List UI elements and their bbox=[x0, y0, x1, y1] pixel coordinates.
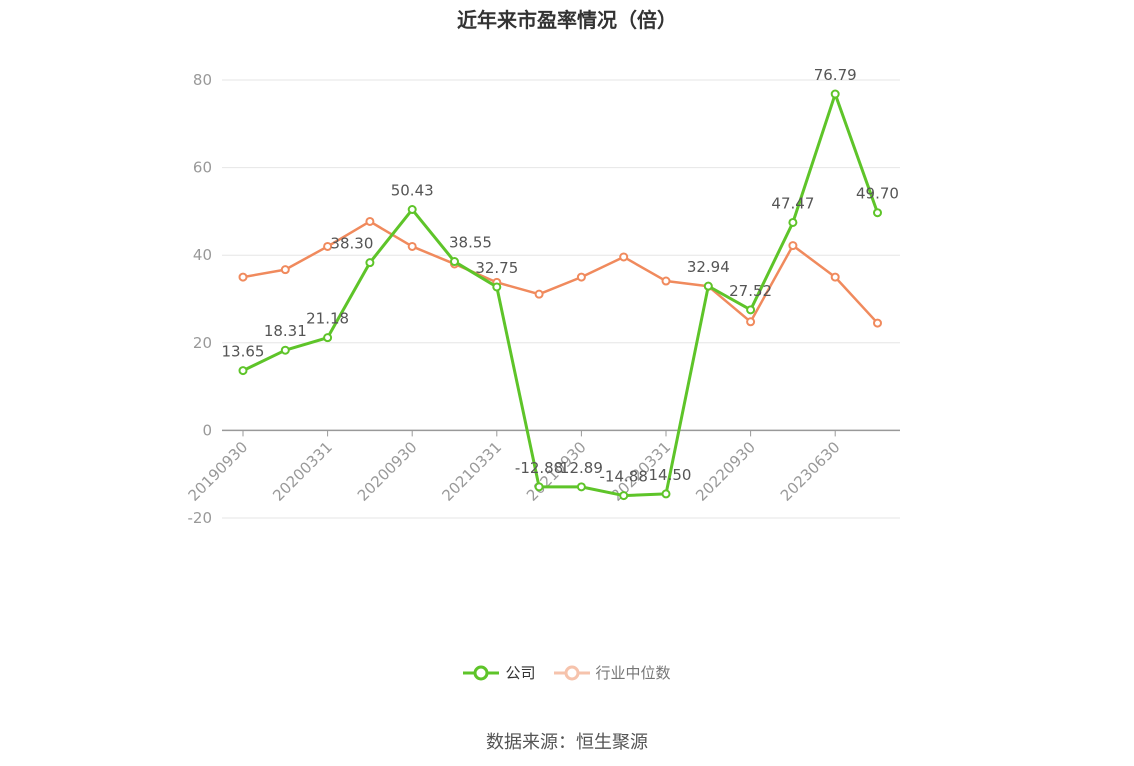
data-label: 14.50 bbox=[649, 466, 692, 484]
y-tick-label: 80 bbox=[193, 71, 212, 89]
data-point-company bbox=[619, 491, 629, 501]
legend-item-industry[interactable]: 行业中位数 bbox=[553, 662, 671, 683]
data-point-company bbox=[450, 257, 459, 267]
data-point-industry bbox=[788, 241, 798, 251]
data-point-company bbox=[873, 208, 882, 218]
data-point-industry bbox=[830, 272, 840, 282]
data-point-company bbox=[492, 282, 502, 292]
data-label: 27.52 bbox=[729, 282, 772, 300]
data-point-company bbox=[407, 205, 417, 215]
data-label: -14.88 bbox=[600, 468, 648, 486]
data-point-industry bbox=[534, 289, 544, 299]
data-point-company bbox=[280, 345, 290, 355]
data-point-company bbox=[703, 281, 713, 291]
legend: 公司 行业中位数 bbox=[0, 662, 1134, 683]
y-tick-label: 20 bbox=[193, 334, 212, 352]
data-point-company bbox=[830, 89, 840, 99]
data-point-industry bbox=[280, 265, 290, 275]
line-chart: -20 0 20 40 60 80 20190930 20200331 20200930 2021… bbox=[185, 66, 900, 527]
data-point-company bbox=[365, 258, 375, 268]
y-tick-label: 40 bbox=[193, 246, 212, 264]
x-tick-label: 20200930 bbox=[354, 438, 421, 505]
data-label: 21.18 bbox=[306, 310, 349, 328]
data-point-industry bbox=[576, 272, 586, 282]
legend-line-icon bbox=[463, 665, 500, 680]
x-tick-label: 20220930 bbox=[692, 438, 759, 505]
data-point-company bbox=[323, 333, 333, 343]
legend-line-icon bbox=[553, 665, 590, 680]
data-point-industry bbox=[365, 216, 375, 226]
data-label: 13.65 bbox=[222, 343, 265, 361]
data-point-industry bbox=[661, 276, 671, 286]
legend-item-company[interactable]: 公司 bbox=[463, 662, 536, 683]
data-point-industry bbox=[238, 272, 248, 282]
x-tick-label: 20190930 bbox=[185, 438, 252, 505]
data-label: 18.31 bbox=[264, 322, 307, 340]
y-tick-label: 0 bbox=[202, 421, 212, 439]
data-label: 76.79 bbox=[814, 66, 857, 84]
data-label: 32.75 bbox=[475, 259, 518, 277]
data-label: 38.55 bbox=[449, 234, 492, 252]
x-tick-label: 20200331 bbox=[269, 438, 336, 505]
data-label: 49.70 bbox=[856, 185, 899, 203]
data-point-company bbox=[746, 305, 756, 315]
legend-label-industry: 行业中位数 bbox=[595, 664, 671, 682]
data-label: 12.89 bbox=[560, 459, 603, 477]
data-point-industry bbox=[873, 318, 882, 328]
x-tick-label: 20210331 bbox=[438, 438, 505, 505]
data-point-company bbox=[661, 489, 671, 499]
data-label: 47.47 bbox=[771, 194, 814, 212]
data-source: 数据来源：恒生聚源 bbox=[486, 732, 648, 753]
data-label: 32.94 bbox=[687, 258, 730, 276]
data-point-company bbox=[534, 482, 544, 492]
data-point-industry bbox=[407, 241, 417, 251]
data-point-company bbox=[788, 217, 798, 227]
data-point-company bbox=[576, 482, 586, 492]
series-line-company bbox=[242, 92, 879, 498]
data-label: 50.43 bbox=[391, 182, 434, 200]
data-point-industry bbox=[746, 317, 756, 327]
y-tick-label: -20 bbox=[188, 509, 213, 527]
x-tick-label: 20230630 bbox=[777, 438, 844, 505]
data-point-company bbox=[238, 366, 248, 376]
data-label: -12.88 bbox=[515, 459, 563, 477]
legend-label-company: 公司 bbox=[505, 664, 536, 682]
chart-title: 近年来市盈率情况（倍） bbox=[457, 8, 677, 32]
y-tick-label: 60 bbox=[193, 159, 212, 177]
series-line-industry bbox=[242, 220, 879, 324]
data-label: 38.30 bbox=[330, 235, 373, 253]
data-point-industry bbox=[619, 252, 629, 262]
data-point-industry bbox=[323, 241, 333, 251]
